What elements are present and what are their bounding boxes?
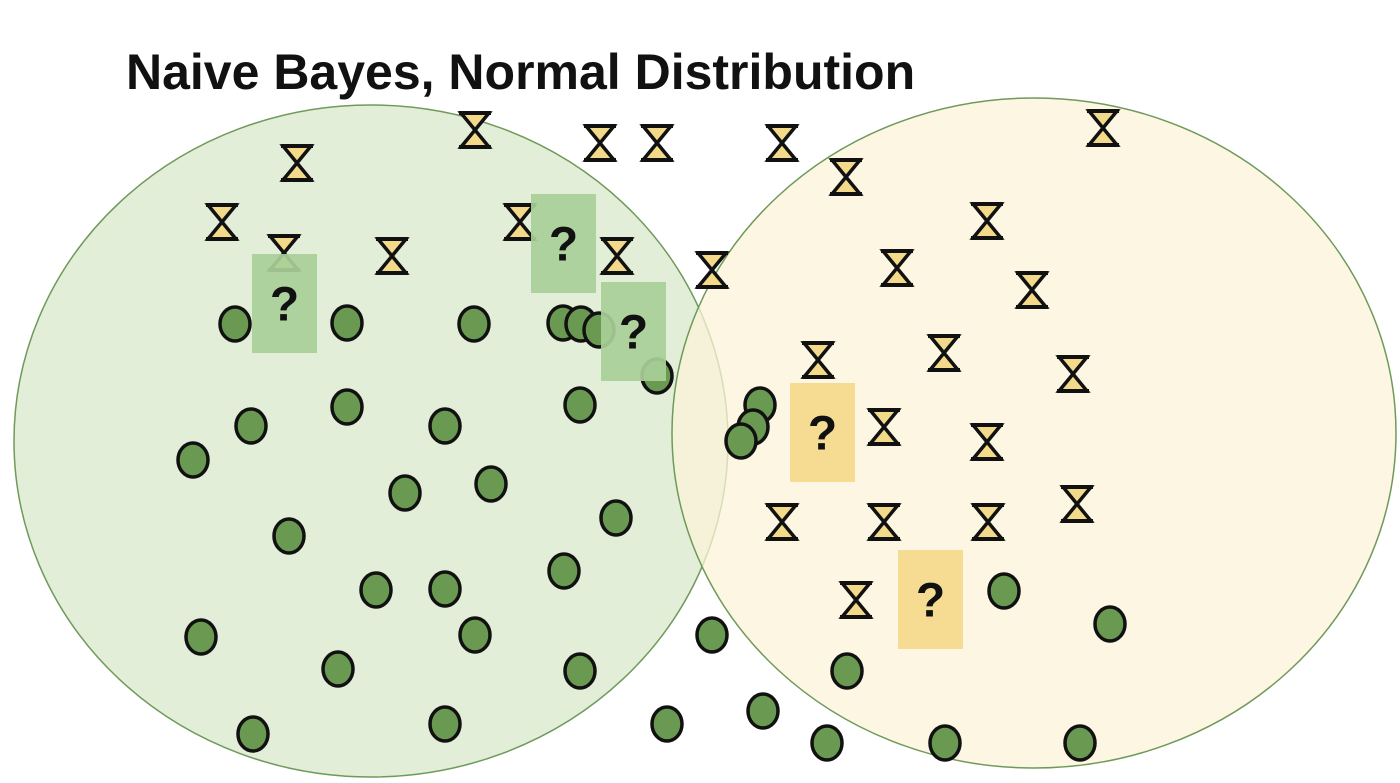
circle-icon: [184, 618, 218, 656]
yellow-hourglass-points: [204, 109, 1121, 619]
hourglass-icon: [866, 503, 902, 541]
unknown-point-box: ?: [252, 254, 317, 353]
hourglass-icon: [764, 124, 800, 162]
hourglass-icon: [866, 408, 902, 446]
circle-icon: [176, 441, 210, 479]
hourglass-icon: [582, 124, 618, 162]
hourglass-icon: [279, 144, 315, 182]
yellow-class-region: [671, 97, 1397, 769]
circle-icon: [388, 474, 422, 512]
circle-icon: [547, 552, 581, 590]
circle-icon: [650, 705, 684, 743]
green-class-region: [13, 104, 729, 778]
unknown-label: ?: [270, 279, 299, 332]
unknown-label: ?: [619, 307, 648, 360]
circle-icon: [1063, 724, 1097, 762]
unknown-points: ?????: [252, 194, 963, 649]
circle-icon: [330, 304, 364, 342]
unknown-point-box: ?: [790, 383, 855, 482]
hourglass-icon: [764, 503, 800, 541]
circle-icon: [599, 499, 633, 537]
circle-icon: [695, 616, 729, 654]
hourglass-icon: [502, 203, 538, 241]
green-circle-points: [176, 304, 1127, 762]
circle-icon: [330, 388, 364, 426]
hourglass-icon: [1014, 271, 1050, 309]
circle-icon: [321, 650, 355, 688]
circle-icon: [746, 692, 780, 730]
diagram-title: Naive Bayes, Normal Distribution: [126, 44, 915, 100]
hourglass-icon: [969, 423, 1005, 461]
circle-icon: [234, 407, 268, 445]
unknown-point-box: ?: [601, 282, 666, 381]
hourglass-icon: [800, 341, 836, 379]
hourglass-icon: [694, 251, 730, 289]
circle-icon: [810, 724, 844, 762]
hourglass-icon: [970, 503, 1006, 541]
circle-icon: [724, 422, 758, 460]
unknown-label: ?: [916, 575, 945, 628]
unknown-label: ?: [808, 408, 837, 461]
hourglass-icon: [599, 237, 635, 275]
hourglass-icon: [639, 124, 675, 162]
hourglass-icon: [1055, 355, 1091, 393]
hourglass-icon: [828, 158, 864, 196]
unknown-point-box: ?: [531, 194, 596, 293]
hourglass-icon: [1085, 109, 1121, 147]
circle-icon: [272, 517, 306, 555]
hourglass-icon: [1059, 485, 1095, 523]
circle-icon: [987, 572, 1021, 610]
circle-icon: [428, 407, 462, 445]
hourglass-icon: [374, 237, 410, 275]
unknown-label: ?: [549, 219, 578, 272]
circle-icon: [458, 616, 492, 654]
circle-icon: [457, 305, 491, 343]
circle-icon: [359, 571, 393, 609]
circle-icon: [563, 386, 597, 424]
circle-icon: [218, 305, 252, 343]
circle-icon: [428, 705, 462, 743]
hourglass-icon: [838, 581, 874, 619]
circle-icon: [236, 715, 270, 753]
hourglass-icon: [879, 249, 915, 287]
circle-icon: [428, 570, 462, 608]
circle-icon: [563, 652, 597, 690]
circle-icon: [1093, 605, 1127, 643]
hourglass-icon: [969, 202, 1005, 240]
circle-icon: [474, 465, 508, 503]
hourglass-icon: [457, 111, 493, 149]
hourglass-icon: [926, 334, 962, 372]
hourglass-icon: [204, 203, 240, 241]
circle-icon: [928, 724, 962, 762]
circle-icon: [830, 652, 864, 690]
unknown-point-box: ?: [898, 550, 963, 649]
class-regions: [13, 97, 1397, 778]
